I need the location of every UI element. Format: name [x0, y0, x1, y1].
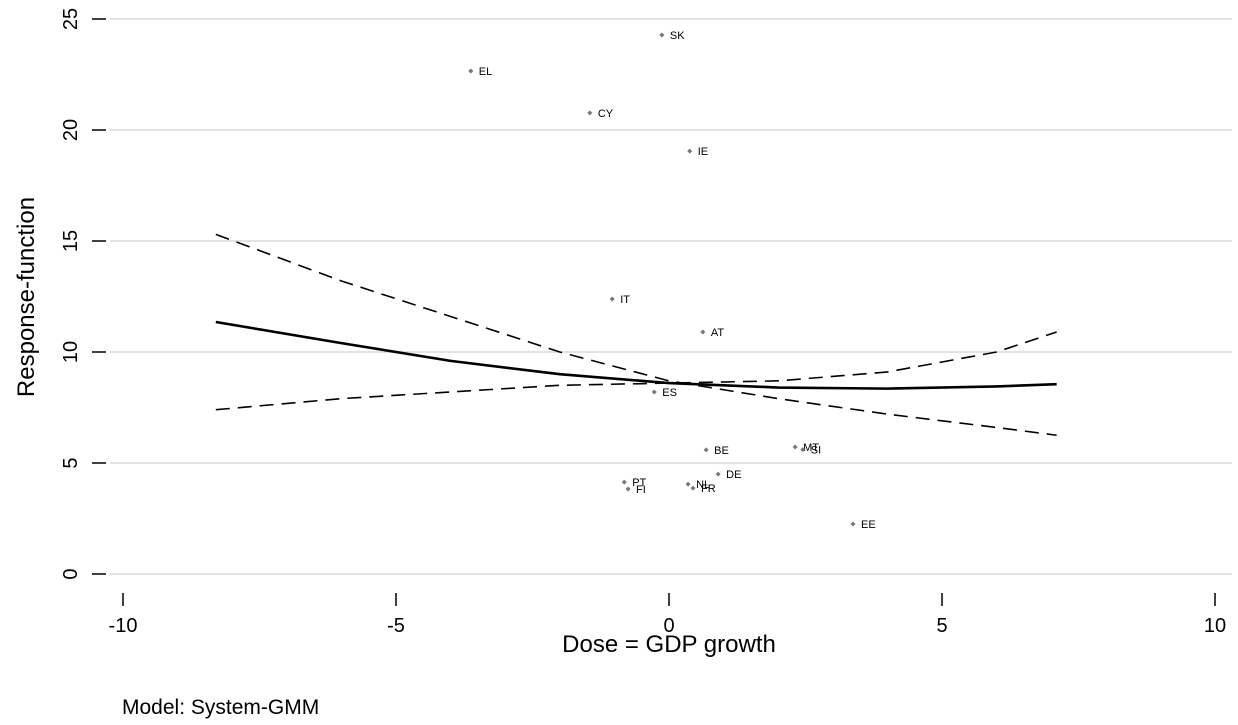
x-tick-label: 5 — [936, 615, 947, 637]
point-label: SI — [811, 445, 821, 457]
point — [700, 329, 706, 335]
y-tick-label: 15 — [60, 230, 82, 252]
point-label: DE — [726, 469, 741, 481]
point — [621, 479, 627, 485]
note: Model: System-GMM — [122, 696, 319, 719]
point — [792, 444, 798, 450]
point — [685, 481, 691, 487]
point-label: IT — [620, 294, 630, 306]
point — [609, 296, 615, 302]
y-tick-label: 10 — [60, 341, 82, 363]
y-tick-label: 0 — [60, 568, 82, 579]
point — [800, 447, 806, 453]
point — [625, 486, 631, 492]
point — [703, 447, 709, 453]
response-curve — [215, 233, 1057, 437]
x-tick-label: 10 — [1204, 615, 1226, 637]
point-label: SK — [670, 30, 685, 42]
point-label: CY — [598, 108, 614, 120]
x-tick-label: 0 — [663, 615, 674, 637]
point-label: NL — [696, 479, 710, 491]
x-axis-label: Dose = GDP growth — [562, 631, 776, 658]
x-tick-label: -10 — [109, 615, 138, 637]
point-label: ES — [662, 387, 677, 399]
point-label: EL — [479, 66, 492, 78]
point-label: FR — [701, 483, 716, 495]
response-curve — [215, 331, 1057, 411]
point-label: AT — [711, 327, 725, 339]
point — [468, 68, 474, 74]
point-label: EE — [861, 519, 876, 531]
point-label: MT — [803, 442, 819, 454]
y-tick-label: 20 — [60, 119, 82, 141]
point — [659, 32, 665, 38]
point-label: IE — [698, 146, 708, 158]
response-curve — [215, 320, 1057, 390]
y-axis-label: Response-function — [13, 197, 40, 397]
x-tick-label: -5 — [387, 615, 405, 637]
point — [715, 471, 721, 477]
point — [690, 485, 696, 491]
point — [651, 389, 657, 395]
point — [850, 521, 856, 527]
y-tick-label: 5 — [60, 457, 82, 468]
y-tick-label: 25 — [60, 8, 82, 30]
point-label: BE — [714, 445, 729, 457]
point — [687, 148, 693, 154]
point-label: FI — [636, 484, 646, 496]
point — [587, 110, 593, 116]
point-label: PT — [632, 477, 646, 489]
